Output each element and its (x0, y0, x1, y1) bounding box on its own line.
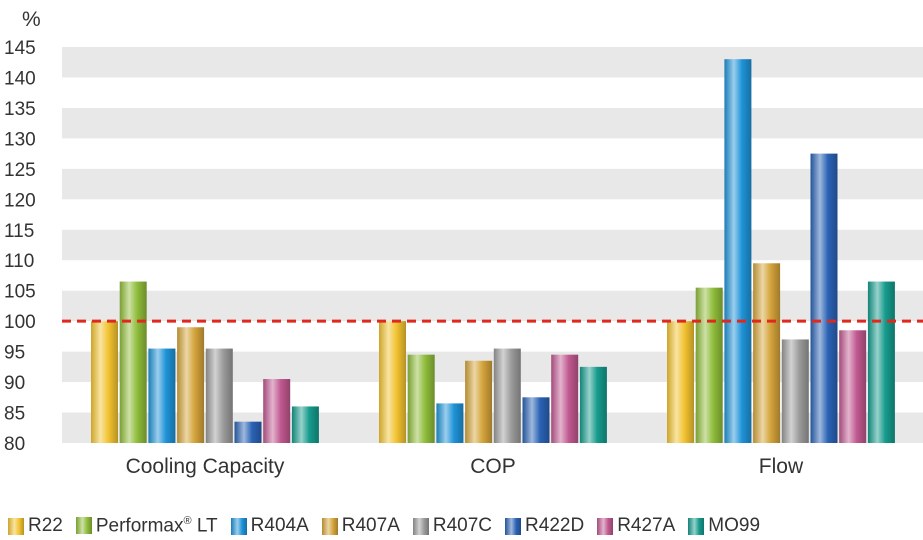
legend-item: MO99 (688, 515, 760, 537)
legend-item: R404A (230, 515, 309, 537)
bar-r407c-1 (493, 348, 521, 443)
legend-swatch (412, 517, 429, 535)
bar-mo99-1 (579, 366, 607, 443)
legend-swatch (230, 517, 247, 535)
legend-swatch (597, 517, 614, 535)
bar-r404a-2 (724, 59, 752, 443)
bar-r422d-2 (810, 153, 838, 443)
y-tick-label: 105 (4, 282, 36, 303)
bar-r22-0 (91, 321, 118, 443)
bar-r407c-2 (781, 339, 809, 443)
x-axis-categories: Cooling Capacity COP Flow (126, 455, 804, 478)
bar-r404a-1 (436, 403, 464, 443)
y-tick-label: 90 (4, 373, 25, 394)
bar-chart: 80 85 90 95 100 105 110 115 120 125 130 135 140 145 C… (4, 8, 923, 478)
bar-performax-lt-2 (695, 287, 723, 443)
legend: R22 Performax® LT R404A R407A R407C R422D R427… (8, 513, 923, 539)
bar-r404a-0 (148, 348, 176, 443)
legend-swatch (8, 517, 24, 535)
legend-item: R407A (321, 515, 400, 537)
bar-r427a-0 (263, 379, 291, 443)
y-tick-label: 85 (4, 404, 25, 425)
bar-r427a-2 (839, 330, 867, 443)
bar-r22-2 (667, 321, 694, 443)
bar-performax-lt-0 (119, 281, 147, 443)
legend-item: R427A (597, 515, 675, 537)
legend-item: Performax® LT (75, 514, 218, 537)
y-tick-label: 125 (4, 160, 36, 181)
y-tick-label: 135 (4, 99, 36, 120)
y-tick-label: 130 (4, 129, 36, 150)
bar-r422d-0 (234, 421, 262, 443)
legend-swatch (505, 517, 522, 535)
y-axis-ticks: 80 85 90 95 100 105 110 115 120 125 130 135 140 145 (4, 38, 36, 455)
bar-mo99-0 (291, 406, 319, 443)
grid-band (62, 229, 923, 261)
legend-label: R407C (432, 515, 493, 536)
legend-label: R22 (28, 515, 63, 536)
bar-r427a-1 (551, 354, 579, 443)
category-label: Cooling Capacity (126, 455, 285, 478)
bar-r407a-0 (177, 327, 205, 443)
y-tick-label: 120 (4, 190, 36, 211)
legend-swatch (75, 517, 92, 535)
legend-label: R407A (341, 515, 400, 536)
grid-band (62, 47, 923, 78)
bar-r407a-2 (753, 263, 781, 443)
legend-swatch (688, 517, 705, 535)
category-label: COP (470, 455, 516, 478)
legend-swatch (321, 517, 338, 535)
legend-label: R404A (250, 515, 309, 536)
y-tick-label: 145 (4, 38, 36, 59)
legend-label: R427A (617, 515, 676, 536)
legend-label: MO99 (708, 515, 761, 536)
legend-label: R422D (525, 515, 585, 536)
bar-r422d-1 (522, 397, 550, 443)
y-tick-label: 140 (4, 68, 36, 89)
legend-item: R407C (412, 515, 493, 537)
bar-mo99-2 (867, 281, 895, 443)
bar-performax-lt-1 (407, 354, 435, 443)
y-axis-unit-label: % (22, 8, 41, 31)
bar-r407c-0 (205, 348, 233, 443)
y-tick-label: 110 (4, 251, 34, 272)
bar-r407a-1 (465, 360, 493, 443)
category-label: Flow (759, 455, 804, 478)
bars (91, 59, 895, 443)
y-tick-label: 100 (4, 312, 36, 333)
y-tick-label: 95 (4, 343, 25, 364)
bar-r22-1 (379, 321, 406, 443)
grid-band (62, 168, 923, 200)
legend-item: R22 (8, 515, 63, 537)
grid-band (62, 107, 923, 139)
y-tick-label: 80 (4, 434, 25, 455)
legend-label: Performax® LT (95, 514, 218, 537)
legend-item: R422D (505, 515, 584, 537)
y-tick-label: 115 (4, 221, 34, 242)
grid-band (62, 290, 923, 322)
